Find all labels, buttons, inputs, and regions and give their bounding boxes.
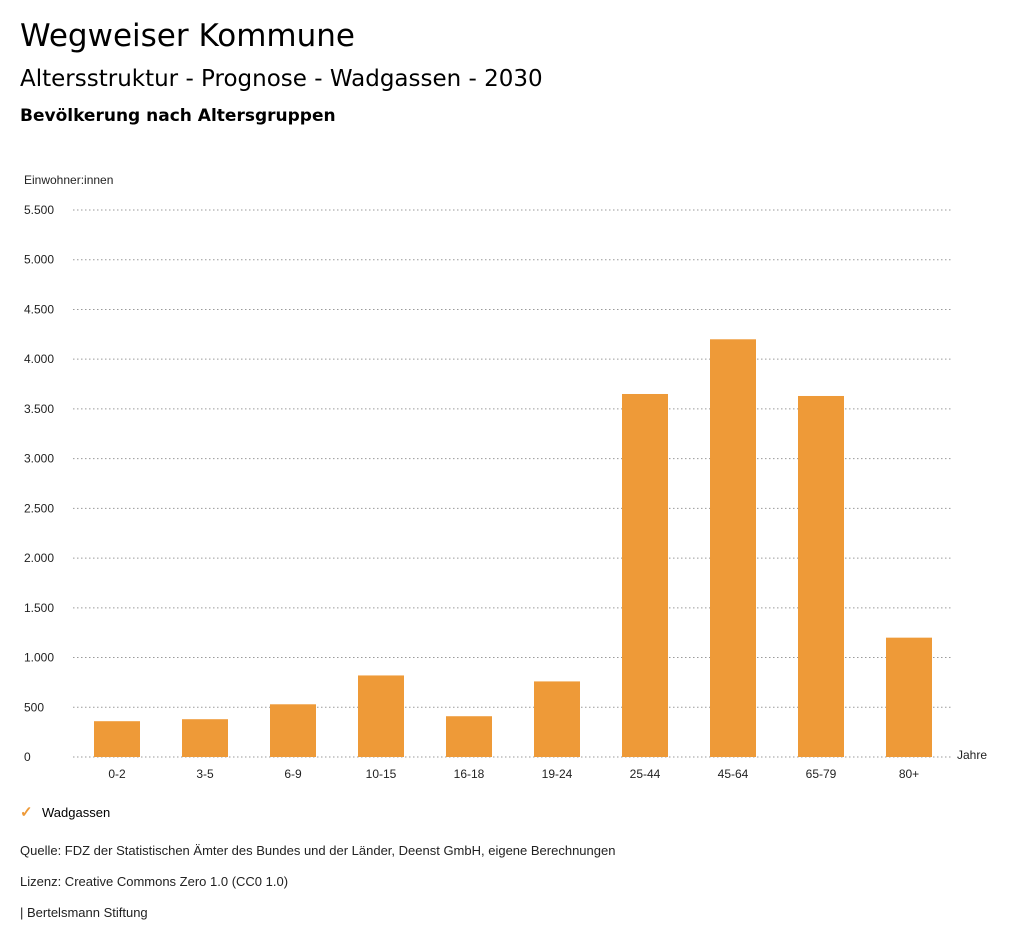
x-tick-label: 45-64	[718, 767, 749, 781]
x-axis-ticks: 0-2 3-5 6-9 10-15 16-18 19-24 25-44 45-64 65-79 8…	[108, 767, 919, 781]
x-tick-label: 0-2	[108, 767, 126, 781]
bars	[94, 339, 932, 757]
x-tick-label: 25-44	[630, 767, 661, 781]
x-tick-label: 19-24	[542, 767, 573, 781]
bar-19-24[interactable]	[534, 681, 580, 757]
y-tick-label: 500	[24, 700, 44, 714]
page-title: Wegweiser Kommune	[20, 18, 355, 54]
legend-item-wadgassen[interactable]: ✓ Wadgassen	[20, 803, 110, 821]
bar-16-18[interactable]	[446, 716, 492, 757]
y-tick-label: 2.500	[24, 501, 54, 515]
license-note: Lizenz: Creative Commons Zero 1.0 (CC0 1…	[20, 874, 289, 889]
x-tick-label: 10-15	[366, 767, 397, 781]
chart-subtitle: Altersstruktur - Prognose - Wadgassen - …	[20, 66, 543, 92]
x-tick-label: 16-18	[454, 767, 485, 781]
x-tick-label: 65-79	[806, 767, 837, 781]
bar-6-9[interactable]	[270, 704, 316, 757]
source-note: Quelle: FDZ der Statistischen Ämter des …	[20, 843, 616, 858]
bar-25-44[interactable]	[622, 393, 668, 757]
y-tick-label: 2.000	[24, 551, 54, 565]
y-tick-label: 0	[24, 750, 31, 764]
bar-10-15[interactable]	[358, 675, 404, 757]
legend-label: Wadgassen	[42, 804, 111, 820]
y-axis-label: Einwohner:innen	[24, 173, 113, 187]
y-tick-label: 5.500	[24, 203, 54, 217]
y-axis-ticks: 0 500 1.000 1.500 2.000 2.500 3.000 3.500 4.000 4…	[24, 203, 54, 764]
bar-0-2[interactable]	[94, 721, 140, 757]
y-tick-label: 4.000	[24, 352, 54, 366]
bar-chart: 0 500 1.000 1.500 2.000 2.500 3.000 3.500 4.000 4…	[24, 173, 987, 781]
y-tick-label: 3.500	[24, 402, 54, 416]
x-axis-label: Jahre	[957, 748, 987, 762]
x-tick-label: 6-9	[284, 767, 302, 781]
bar-65-79[interactable]	[798, 395, 844, 757]
bar-45-64[interactable]	[710, 339, 756, 757]
y-tick-label: 5.000	[24, 253, 54, 267]
y-tick-label: 1.500	[24, 601, 54, 615]
bar-3-5[interactable]	[182, 719, 228, 757]
x-tick-label: 3-5	[196, 767, 214, 781]
publisher-note: | Bertelsmann Stiftung	[20, 905, 148, 920]
x-tick-label: 80+	[899, 767, 919, 781]
chart-title: Bevölkerung nach Altersgruppen	[20, 106, 336, 126]
bar-80+[interactable]	[886, 637, 932, 757]
y-tick-label: 1.000	[24, 651, 54, 665]
y-tick-label: 3.000	[24, 452, 54, 466]
y-tick-label: 4.500	[24, 302, 54, 316]
check-icon: ✓	[20, 804, 33, 821]
